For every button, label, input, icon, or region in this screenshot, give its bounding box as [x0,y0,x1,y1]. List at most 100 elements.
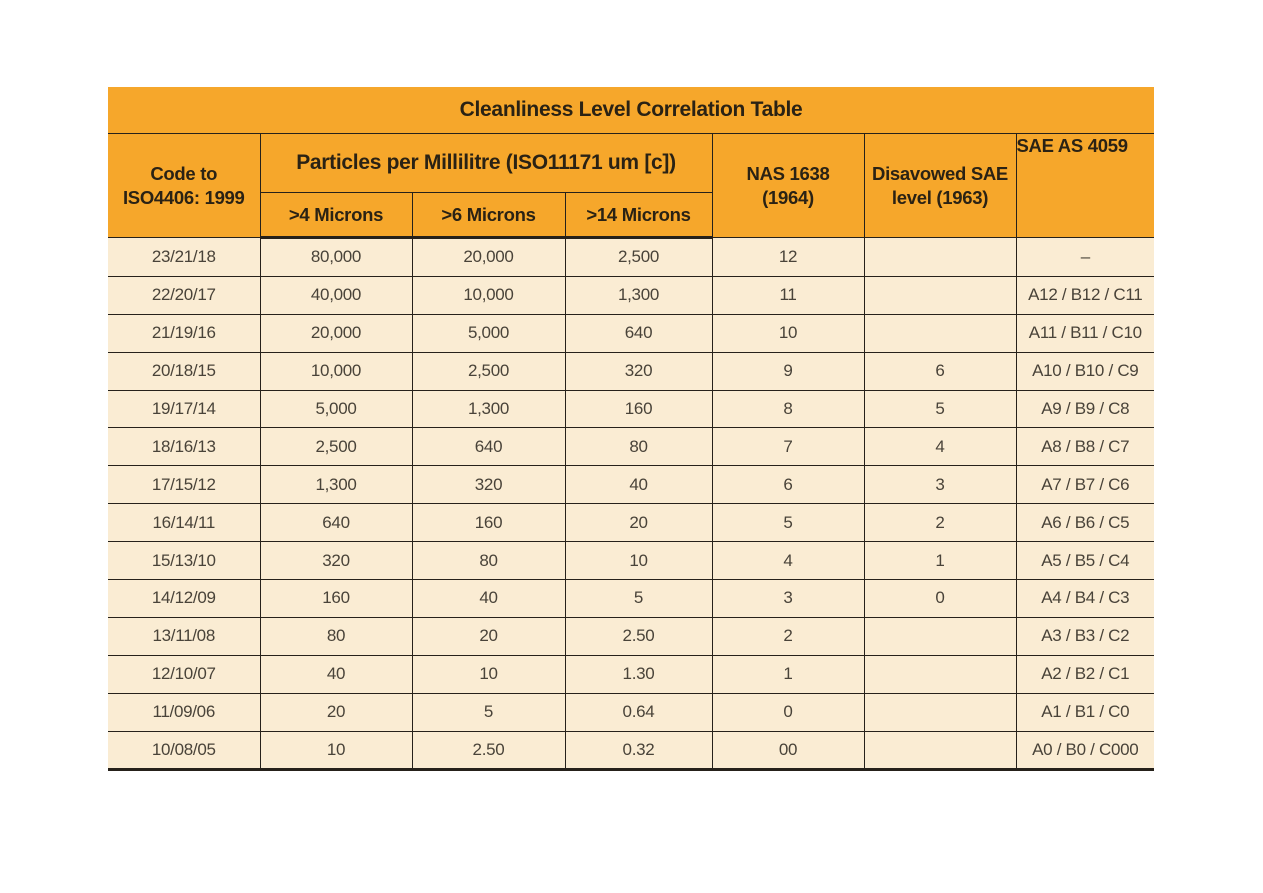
cell-iso4406-code: 10/08/05 [108,730,261,772]
table-row: 15/13/10 320 80 10 4 1 A5 / B5 / C4 [108,541,1155,581]
table-row: 19/17/14 5,000 1,300 160 8 5 A9 / B9 / C8 [108,389,1155,429]
cell-6-microns: 5 [411,692,566,732]
cell-14-microns: 20 [564,503,713,543]
table-row: 11/09/06 20 5 0.64 0 A1 / B1 / C0 [108,692,1155,732]
cell-iso4406-code: 12/10/07 [108,654,261,694]
table-row: 17/15/12 1,300 320 40 6 3 A7 / B7 / C6 [108,465,1155,505]
cell-sae-as-4059: A12 / B12 / C11 [1015,275,1155,315]
cell-nas-1638: 1 [711,654,865,694]
cell-4-microns: 1,300 [259,465,413,505]
cell-sae-as-4059: A11 / B11 / C10 [1015,313,1155,353]
cell-iso4406-code: 16/14/11 [108,503,261,543]
cell-nas-1638: 2 [711,616,865,656]
cell-6-microns: 20 [411,616,566,656]
table-row: 16/14/11 640 160 20 5 2 A6 / B6 / C5 [108,503,1155,543]
cell-disavowed-sae-level [863,692,1017,732]
cell-iso4406-code: 22/20/17 [108,275,261,315]
cell-iso4406-code: 23/21/18 [108,237,261,277]
cell-4-microns: 80,000 [259,237,413,277]
cell-iso4406-code: 19/17/14 [108,389,261,429]
col-header-6-microns: >6 Microns [411,192,566,239]
cell-disavowed-sae-level [863,730,1017,772]
cell-14-microns: 0.64 [564,692,713,732]
cell-14-microns: 160 [564,389,713,429]
cell-sae-as-4059: A10 / B10 / C9 [1015,351,1155,391]
cell-4-microns: 640 [259,503,413,543]
cell-disavowed-sae-level [863,237,1017,277]
cell-disavowed-sae-level [863,275,1017,315]
cell-nas-1638: 12 [711,237,865,277]
header-row-main: Code to ISO4406: 1999 Particles per Mill… [108,133,1155,238]
cell-14-microns: 2.50 [564,616,713,656]
cell-4-microns: 10 [259,730,413,772]
table-header: Cleanliness Level Correlation Table Code… [108,87,1155,239]
col-header-particles-group: Particles per Millilitre (ISO11171 um [c… [259,133,713,193]
cell-14-microns: 1.30 [564,654,713,694]
header-row-microns: >4 Microns >6 Microns >14 Microns [108,192,1154,239]
cell-disavowed-sae-level: 2 [863,503,1017,543]
cell-disavowed-sae-level: 1 [863,541,1017,581]
cell-disavowed-sae-level: 0 [863,579,1017,618]
cell-14-microns: 0.32 [564,730,713,772]
cell-disavowed-sae-level [863,654,1017,694]
col-header-disavowed-line2: level (1963) [891,186,989,208]
cell-6-microns: 80 [411,541,566,581]
cell-disavowed-sae-level [863,313,1017,353]
cell-14-microns: 1,300 [564,275,713,315]
col-header-4-microns: >4 Microns [260,192,413,239]
cell-nas-1638: 0 [711,692,865,732]
col-header-nas-line1: NAS 1638 [746,163,830,185]
col-header-iso4406-line2: ISO4406: 1999 [122,186,245,208]
col-header-nas-1638: NAS 1638 (1964) [711,133,865,238]
cell-14-microns: 5 [564,579,713,618]
cell-6-microns: 40 [411,579,566,618]
table-body: 23/21/18 80,000 20,000 2,500 12–22/20/17 40,0… [108,237,1155,772]
cell-sae-as-4059: A2 / B2 / C1 [1015,654,1155,694]
cell-nas-1638: 5 [711,503,865,543]
cell-4-microns: 10,000 [259,351,413,391]
cell-4-microns: 2,500 [259,427,413,467]
cell-6-microns: 10,000 [411,275,566,315]
cell-disavowed-sae-level: 4 [863,427,1017,467]
cell-14-microns: 320 [564,351,713,391]
cell-disavowed-sae-level: 6 [863,351,1017,391]
col-header-disavowed-sae: Disavowed SAE level (1963) [863,133,1017,238]
cell-14-microns: 10 [564,541,713,581]
cell-6-microns: 640 [411,427,566,467]
cell-4-microns: 80 [259,616,413,656]
cell-sae-as-4059: A8 / B8 / C7 [1015,427,1155,467]
cell-sae-as-4059: A5 / B5 / C4 [1015,541,1155,581]
table-title: Cleanliness Level Correlation Table [108,87,1155,134]
cell-6-microns: 1,300 [411,389,566,429]
col-header-iso4406: Code to ISO4406: 1999 [108,133,261,238]
cell-sae-as-4059: A6 / B6 / C5 [1015,503,1155,543]
col-header-14-microns: >14 Microns [564,192,712,239]
cell-iso4406-code: 11/09/06 [108,692,261,732]
table-row: 14/12/09 160 40 5 3 0 A4 / B4 / C3 [108,579,1155,618]
cell-14-microns: 40 [564,465,713,505]
cell-sae-as-4059: A4 / B4 / C3 [1015,579,1155,618]
cell-nas-1638: 10 [711,313,865,353]
cell-nas-1638: 8 [711,389,865,429]
table-row: 21/19/16 20,000 5,000 640 10 A11 / B11 / C10 [108,313,1155,353]
cell-6-microns: 2.50 [411,730,566,772]
cell-4-microns: 40,000 [259,275,413,315]
table-row: 22/20/17 40,000 10,000 1,300 11 A12 / B12 / C… [108,275,1155,315]
cell-6-microns: 20,000 [411,237,566,277]
cell-nas-1638: 00 [711,730,865,772]
cell-6-microns: 5,000 [411,313,566,353]
cell-sae-as-4059: A7 / B7 / C6 [1015,465,1155,505]
cell-iso4406-code: 17/15/12 [108,465,261,505]
title-row: Cleanliness Level Correlation Table [108,87,1155,134]
cell-6-microns: 320 [411,465,566,505]
cell-14-microns: 640 [564,313,713,353]
col-header-sae-as-4059: SAE AS 4059 [1015,133,1155,238]
cell-sae-as-4059: A3 / B3 / C2 [1015,616,1155,656]
cell-14-microns: 2,500 [564,237,713,277]
table-row: 20/18/15 10,000 2,500 320 9 6 A10 / B10 / C9 [108,351,1155,391]
cell-6-microns: 2,500 [411,351,566,391]
table-row: 10/08/05 10 2.50 0.32 00 A0 / B0 / C000 [108,730,1155,772]
cell-iso4406-code: 14/12/09 [108,579,261,618]
table-row: 23/21/18 80,000 20,000 2,500 12 – [108,237,1155,277]
